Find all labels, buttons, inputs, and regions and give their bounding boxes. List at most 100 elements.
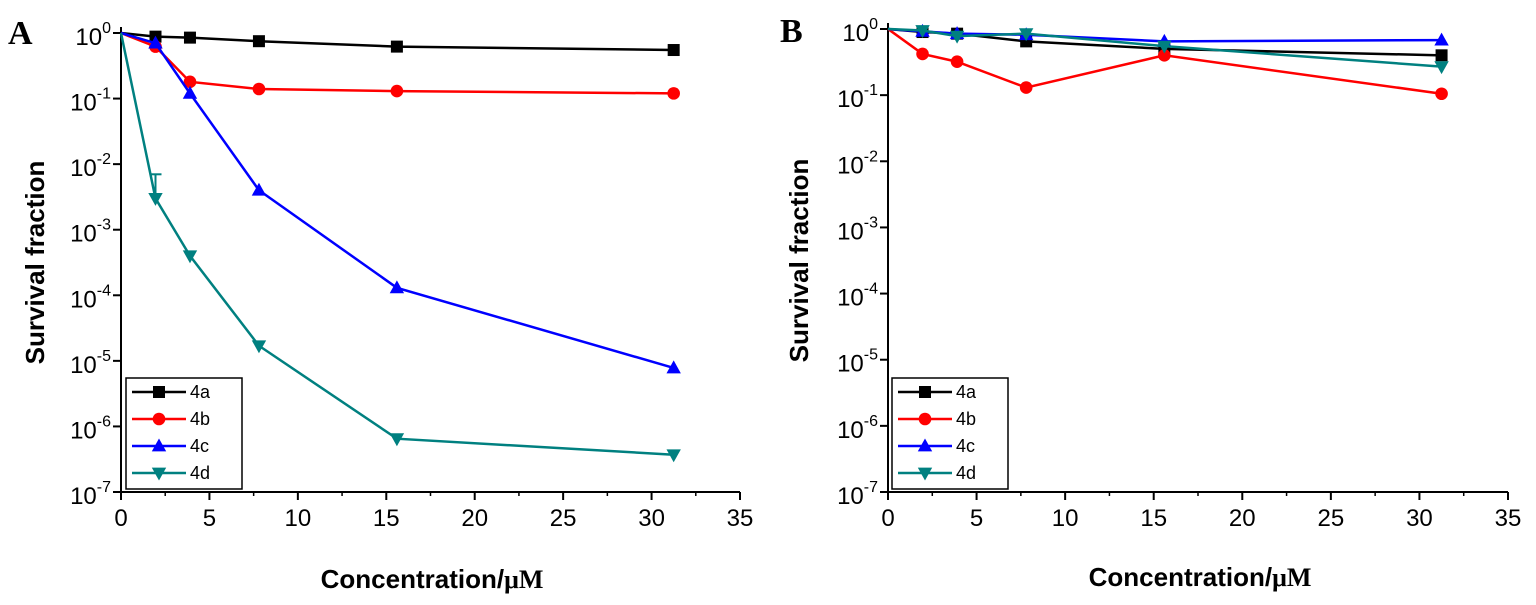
panel-a-line-4d (119, 32, 674, 456)
panel-b-series-4d (887, 25, 1449, 75)
panel-a-point-4c (389, 280, 405, 294)
panel-b-point-4d (1157, 40, 1172, 54)
panel-b-y-tick-label: 10-2 (837, 148, 878, 179)
panel-b-x-tick-label: 20 (1229, 505, 1256, 532)
panel-a-y-tick-label: 10-2 (70, 151, 111, 182)
panel-b-legend-label-4c: 4c (956, 436, 975, 456)
panel-b-letter: B (780, 13, 803, 50)
panel-a-legend-marker-4c (151, 438, 167, 452)
panel-a-point-4c (182, 85, 198, 99)
panel-b-legend-marker-4a (919, 386, 931, 398)
panel-a-y-tick-label: 100 (75, 20, 111, 51)
panel-b-y-tick-label: 10-6 (837, 413, 878, 444)
panel-a-y-tick-label: 10-5 (70, 348, 111, 379)
panel-a-y-tick-label: 10-4 (70, 282, 111, 313)
panel-a-x-tick-label: 15 (373, 505, 400, 532)
panel-a-point-4d (389, 433, 405, 447)
panel-a-x-tick-label: 10 (285, 505, 312, 532)
panel-b-series-4b (887, 27, 1448, 101)
panel-b-point-4d (1434, 61, 1449, 75)
panel-a-point-4d (666, 449, 681, 463)
panel-a-point-4a (390, 40, 403, 53)
panel-b-x-tick-label: 25 (1318, 505, 1345, 532)
panel-a-point-4d (251, 340, 267, 354)
panel-b-legend-label-4a: 4a (956, 382, 977, 402)
panel-a-point-4c (148, 35, 163, 49)
panel-a-point-4b (183, 75, 197, 89)
panel-a-x-tick-label: 5 (203, 505, 216, 532)
panel-b-x-tick-label: 15 (1140, 505, 1167, 532)
panel-a-y-tick-label: 10-7 (70, 479, 111, 510)
panel-b-point-4b (916, 47, 929, 61)
panel-b-x-tick-label: 5 (970, 505, 983, 532)
panel-a-x-tick-label: 30 (638, 505, 665, 532)
panel-a-point-4a (667, 44, 680, 57)
panel-b-y-tick-label: 10-4 (837, 281, 878, 312)
panel-b-x-tick-label: 30 (1406, 505, 1433, 532)
panel-b-point-4a (1435, 49, 1448, 62)
panel-a-y-tick-label: 10-6 (70, 413, 111, 444)
panel-b-legend-label-4d: 4d (956, 463, 976, 483)
panel-a-legend-box (125, 377, 243, 490)
panel-a-legend-label-4b: 4b (190, 409, 210, 429)
panel-a-legend-marker-4d (151, 467, 167, 481)
panel-a-series-4c (120, 31, 681, 374)
panel-b-point-4c (1434, 32, 1449, 46)
panel-b-line-4b (887, 27, 1442, 95)
panel-a-point-4b (390, 84, 404, 98)
panel-a-legend: 4a 4b 4c 4d (125, 377, 243, 490)
panel-a-point-4b (252, 82, 266, 96)
panel-b-y-axis-title: Survival fraction (784, 159, 814, 363)
panel-a-legend-marker-4a (153, 386, 165, 398)
panel-b-point-4b (1019, 81, 1033, 94)
panel-a-point-4c (666, 360, 681, 374)
panel-a-x-tick-label: 25 (550, 505, 577, 532)
panel-a-x-tick-label: 35 (727, 505, 754, 532)
panel-b-y-tick-label: 100 (842, 16, 878, 47)
panel-a-legend-label-4c: 4c (190, 436, 209, 456)
panel-a-point-4d (182, 250, 198, 264)
panel-b-line-4d (887, 27, 1442, 68)
panel-b-x-tick-label: 35 (1495, 505, 1522, 532)
panel-b-point-4d (1018, 28, 1034, 42)
panel-b-legend: 4a 4b 4c 4d (891, 377, 1009, 490)
panel-b-point-4b (1158, 49, 1171, 62)
panel-a-y-axis-title: Survival fraction (20, 161, 50, 365)
panel-a-x-tick-label: 0 (114, 505, 127, 532)
panel-a-legend-marker-4b (152, 412, 166, 426)
panel-b: B 0 5 10 15 20 25 30 35 100 10-1 10-2 10-3 10-4 10-5 10… (780, 13, 1521, 592)
panel-a-line-4c (120, 31, 675, 370)
panel-a-legend-label-4a: 4a (190, 382, 211, 402)
panel-b-y-tick-label: 10-5 (837, 347, 878, 378)
panel-b-legend-marker-4b (918, 412, 932, 426)
panel-b-legend-box (891, 377, 1009, 490)
panel-a-point-4d (148, 193, 163, 206)
panel-a: A 0 5 10 15 20 25 30 35 100 10-1 10-2 10-3 10-4 10-5 10… (8, 15, 753, 594)
panel-b-legend-marker-4c (917, 438, 933, 452)
panel-b-y-tick-label: 10-1 (837, 82, 878, 113)
panel-a-legend-label-4d: 4d (190, 463, 210, 483)
panel-a-letter: A (8, 15, 33, 52)
panel-b-point-4b (1435, 87, 1448, 101)
panel-a-y-tick-label: 10-3 (70, 217, 111, 248)
panel-a-point-4c (251, 182, 267, 196)
panel-b-y-tick-label: 10-3 (837, 214, 878, 245)
panel-a-point-4a (183, 31, 196, 44)
panel-b-x-axis-title: Concentration/μM (1089, 562, 1312, 592)
panel-a-x-tick-label: 20 (461, 505, 488, 532)
panel-b-y-tick-label: 10-7 (837, 479, 878, 510)
panel-b-legend-marker-4d (917, 467, 933, 481)
panel-a-y-tick-label: 10-1 (70, 86, 111, 117)
panel-a-series-4d (119, 32, 681, 463)
panel-a-point-4a (252, 35, 265, 48)
panel-b-x-tick-label: 10 (1052, 505, 1079, 532)
panel-b-legend-label-4b: 4b (956, 409, 976, 429)
panel-b-point-4b (950, 55, 964, 69)
panel-b-point-4d (915, 25, 930, 38)
panel-a-series-4a (120, 30, 680, 57)
panel-a-x-axis-title: Concentration/μM (321, 564, 544, 594)
panel-b-x-tick-label: 0 (881, 505, 894, 532)
panel-a-point-4b (667, 87, 680, 100)
panel-b-point-4d (949, 30, 965, 44)
